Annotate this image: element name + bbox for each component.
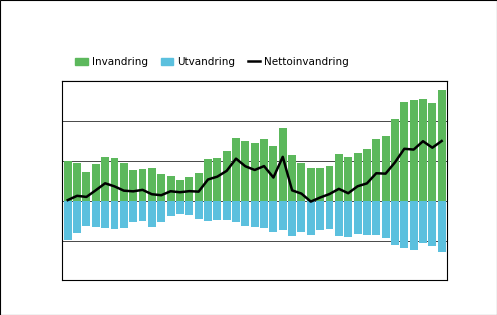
Bar xyxy=(279,128,287,201)
Bar xyxy=(353,201,361,234)
Bar xyxy=(372,139,380,201)
Bar xyxy=(139,169,147,201)
Bar xyxy=(382,201,390,238)
Bar xyxy=(326,166,333,201)
Bar xyxy=(438,89,446,201)
Bar xyxy=(129,201,137,222)
Bar xyxy=(363,149,371,201)
Bar xyxy=(344,157,352,201)
Bar xyxy=(148,169,156,201)
Bar xyxy=(195,201,203,219)
Bar xyxy=(120,201,128,228)
Bar xyxy=(428,103,436,201)
Bar xyxy=(232,201,240,222)
Bar xyxy=(251,201,258,227)
Bar xyxy=(353,153,361,201)
Bar xyxy=(400,201,408,248)
Bar xyxy=(410,201,417,250)
Bar xyxy=(185,177,193,201)
Bar xyxy=(251,143,258,201)
Bar xyxy=(185,201,193,215)
Bar xyxy=(64,201,72,240)
Bar xyxy=(400,102,408,201)
Bar xyxy=(372,201,380,235)
Bar xyxy=(279,201,287,230)
Bar xyxy=(242,201,249,226)
Bar xyxy=(288,201,296,236)
Bar xyxy=(166,176,174,201)
Bar xyxy=(83,201,90,226)
Bar xyxy=(335,201,343,236)
Bar xyxy=(110,158,118,201)
Bar xyxy=(298,201,306,232)
Bar xyxy=(269,146,277,201)
Bar xyxy=(223,201,231,220)
Bar xyxy=(204,159,212,201)
Bar xyxy=(391,201,399,245)
Bar xyxy=(232,138,240,201)
Bar xyxy=(269,201,277,232)
Bar xyxy=(92,164,100,201)
Bar xyxy=(335,154,343,201)
Bar xyxy=(307,201,315,235)
Bar xyxy=(213,201,221,220)
Bar xyxy=(166,201,174,216)
Bar xyxy=(64,161,72,201)
Bar xyxy=(129,170,137,201)
Bar xyxy=(298,163,306,201)
Bar xyxy=(260,139,268,201)
Bar xyxy=(428,201,436,246)
Bar xyxy=(195,173,203,201)
Bar xyxy=(120,163,128,201)
Bar xyxy=(316,169,324,201)
Bar xyxy=(157,174,165,201)
Bar xyxy=(213,158,221,201)
Bar xyxy=(438,201,446,252)
Bar xyxy=(110,201,118,229)
Bar xyxy=(92,201,100,227)
Bar xyxy=(391,118,399,201)
Bar xyxy=(363,201,371,235)
Legend: Invandring, Utvandring, Nettoinvandring: Invandring, Utvandring, Nettoinvandring xyxy=(71,53,353,71)
Bar xyxy=(157,201,165,222)
Bar xyxy=(419,99,427,201)
Bar xyxy=(382,136,390,201)
Bar xyxy=(242,141,249,201)
Bar xyxy=(148,201,156,226)
Bar xyxy=(101,201,109,227)
Bar xyxy=(288,155,296,201)
Bar xyxy=(176,180,184,201)
Bar xyxy=(176,201,184,214)
Bar xyxy=(307,168,315,201)
Bar xyxy=(83,172,90,201)
Bar xyxy=(419,201,427,243)
Bar xyxy=(326,201,333,229)
Bar xyxy=(204,201,212,221)
Bar xyxy=(223,151,231,201)
Bar xyxy=(73,201,81,233)
Bar xyxy=(73,163,81,201)
Bar xyxy=(260,201,268,228)
Bar xyxy=(101,157,109,201)
Bar xyxy=(344,201,352,237)
Bar xyxy=(316,201,324,230)
Bar xyxy=(139,201,147,221)
Bar xyxy=(410,100,417,201)
